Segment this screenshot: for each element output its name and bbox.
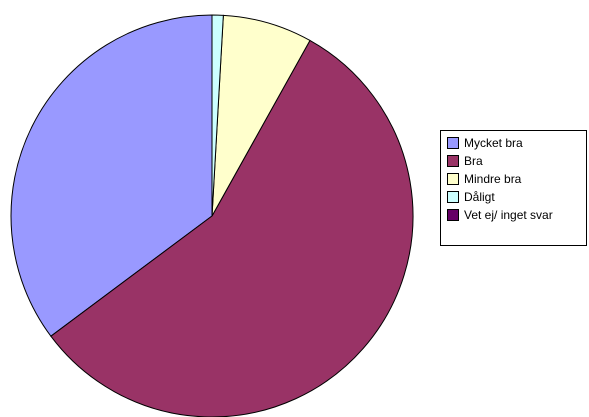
legend-item-daligt: Dåligt (447, 188, 586, 206)
legend-item-vet-ej: Vet ej/ inget svar (447, 206, 586, 224)
legend-swatch (447, 155, 459, 167)
legend-swatch (447, 173, 459, 185)
legend-label: Vet ej/ inget svar (464, 208, 553, 222)
legend-label: Mycket bra (464, 136, 523, 150)
legend-swatch (447, 209, 459, 221)
legend-item-mycket-bra: Mycket bra (447, 134, 586, 152)
legend-swatch (447, 137, 459, 149)
pie-slice-d-ligt (211, 14, 224, 217)
legend-label: Dåligt (464, 190, 495, 204)
pie-slice-bra (50, 39, 414, 417)
pie-slices (10, 14, 414, 417)
legend-item-mindre-bra: Mindre bra (447, 170, 586, 188)
legend-label: Mindre bra (464, 172, 522, 186)
legend-item-bra: Bra (447, 152, 586, 170)
legend-label: Bra (464, 154, 483, 168)
legend: Mycket bra Bra Mindre bra Dåligt Vet ej/… (440, 130, 587, 246)
legend-swatch (447, 191, 459, 203)
pie-slice-mycket-bra (10, 14, 213, 337)
